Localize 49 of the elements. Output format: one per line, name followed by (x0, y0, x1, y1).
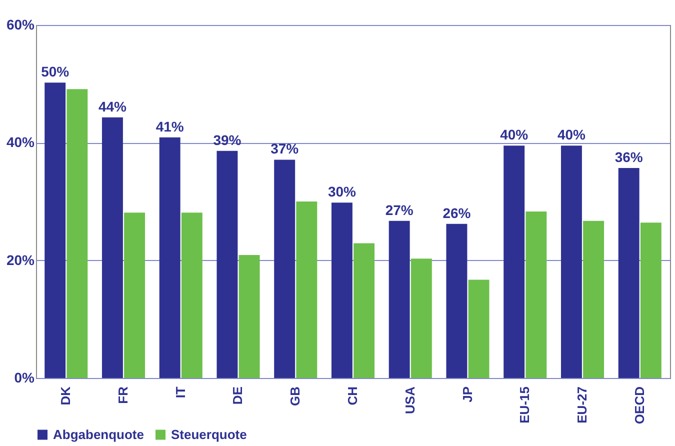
x-tick-label: OECD (632, 386, 647, 424)
x-tick-label: DK (58, 386, 74, 406)
bar (468, 280, 490, 378)
bar (159, 137, 180, 378)
legend-label: Abgabenquote (53, 426, 144, 442)
bar (583, 220, 604, 378)
data-label: 41% (156, 118, 184, 134)
bar (618, 168, 640, 378)
x-tick-label: EU-27 (574, 386, 590, 424)
bar (560, 146, 582, 378)
data-label: 40% (557, 126, 586, 143)
bar (388, 220, 410, 378)
bar (354, 243, 375, 378)
y-tick-label: 20% (6, 252, 36, 268)
bar (238, 255, 260, 378)
bar (274, 160, 296, 378)
bar (102, 117, 123, 378)
bar (124, 212, 146, 378)
x-tick-label: USA (402, 386, 418, 414)
bar (410, 258, 432, 378)
x-tick-label: EU-15 (517, 386, 532, 424)
data-label: 26% (442, 204, 472, 221)
data-label: 27% (385, 202, 414, 218)
bar (296, 202, 318, 378)
data-label: 44% (98, 98, 128, 114)
data-label: 36% (614, 148, 644, 165)
x-tick-label: CH (345, 386, 360, 406)
data-label: 37% (270, 140, 300, 157)
data-label: 30% (328, 184, 357, 200)
x-tick-label: JP (460, 386, 475, 402)
bar (44, 82, 66, 378)
x-tick-label: FR (116, 386, 130, 404)
bar (446, 224, 468, 378)
bar (504, 146, 525, 378)
bar (216, 150, 238, 378)
bar (66, 89, 88, 378)
x-tick-label: IT (172, 386, 188, 398)
bar (526, 212, 547, 378)
y-tick-label: 40% (6, 134, 36, 150)
legend-label: Steuerquote (171, 426, 247, 442)
bar (331, 202, 352, 378)
bar (640, 222, 662, 378)
y-tick-label: 60% (6, 16, 36, 32)
x-tick-label: DE (230, 386, 246, 405)
data-label: 40% (500, 126, 529, 143)
x-tick-label: GB (288, 386, 303, 406)
bar (181, 212, 202, 378)
y-tick-label: 0% (14, 370, 36, 386)
data-label: 50% (41, 64, 70, 80)
